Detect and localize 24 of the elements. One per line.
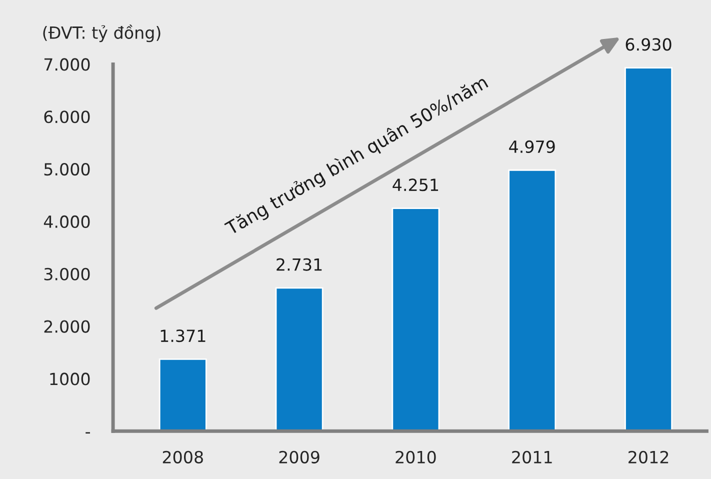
y-tick-label: 1000 (50, 372, 90, 386)
data-label: 2.731 (276, 258, 322, 271)
y-tick-label: 5.000 (44, 162, 90, 176)
data-label: 4.979 (509, 140, 555, 153)
y-tick-label: 7.000 (44, 58, 90, 71)
y-tick-label: 2.000 (44, 320, 90, 333)
y-tick-label: 4.000 (44, 215, 90, 228)
bar (508, 169, 556, 432)
bar (275, 287, 324, 432)
y-axis-title: (ĐVT: tỷ đồng) (43, 24, 160, 42)
x-tick-label: 2012 (628, 450, 668, 464)
bar (158, 358, 207, 432)
x-tick-label: 2009 (279, 450, 320, 464)
y-tick-label: 3.000 (44, 268, 90, 280)
x-tick-label: 2008 (162, 450, 203, 464)
y-tick-label: 6.000 (44, 110, 90, 124)
data-label: 4.251 (392, 178, 438, 192)
x-tick-label: 2010 (396, 450, 436, 464)
x-tick-label: 2011 (512, 450, 552, 464)
y-tick-label: - (86, 432, 90, 434)
data-label: 6.930 (626, 38, 672, 51)
bar (392, 208, 440, 432)
data-label: 1.371 (160, 330, 206, 342)
bar (624, 67, 673, 432)
